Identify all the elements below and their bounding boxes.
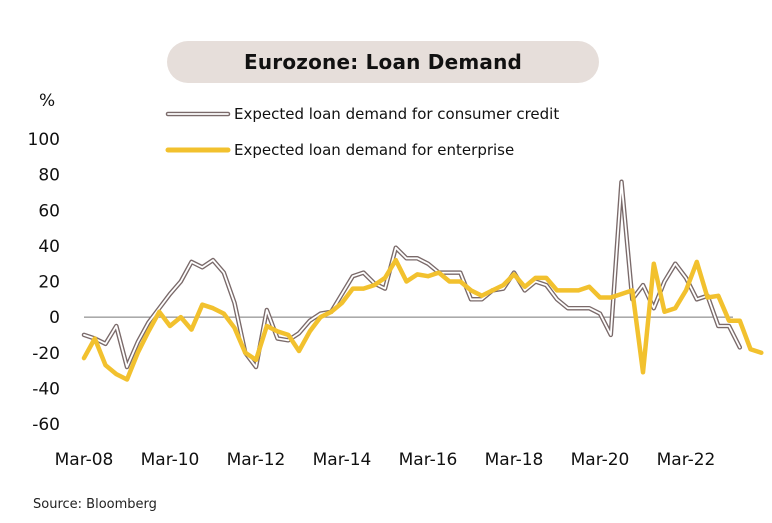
x-tick-label: Mar-16 [399,450,458,470]
series-consumer-credit-outline [81,179,743,370]
y-axis-unit: % [39,91,55,111]
series-enterprise-line [81,257,764,382]
chart-title: Eurozone: Loan Demand [243,50,523,74]
y-tick-label: 40 [38,237,60,257]
y-tick-label: 20 [38,273,60,293]
y-tick-label: 100 [28,130,60,150]
y-tick-label: 80 [38,166,60,186]
x-tick-label: Mar-22 [657,450,716,470]
x-tick-label: Mar-10 [141,450,200,470]
x-tick-label: Mar-20 [571,450,630,470]
source-note: Source: Bloomberg [33,497,157,512]
chart-title-pill: Eurozone: Loan Demand [167,41,599,83]
y-tick-label: 60 [38,201,60,221]
series-consumer-credit-line [83,180,741,368]
x-tick-label: Mar-12 [227,450,286,470]
y-tick-label: 0 [49,308,60,328]
legend-label-consumer: Expected loan demand for consumer credit [234,105,559,123]
y-tick-label: -40 [32,379,60,399]
x-tick-label: Mar-14 [313,450,372,470]
x-tick-label: Mar-18 [485,450,544,470]
y-tick-label: -20 [32,344,60,364]
y-tick-label: -60 [32,415,60,435]
x-tick-label: Mar-08 [55,450,114,470]
legend-label-enterprise: Expected loan demand for enterprise [234,141,514,159]
